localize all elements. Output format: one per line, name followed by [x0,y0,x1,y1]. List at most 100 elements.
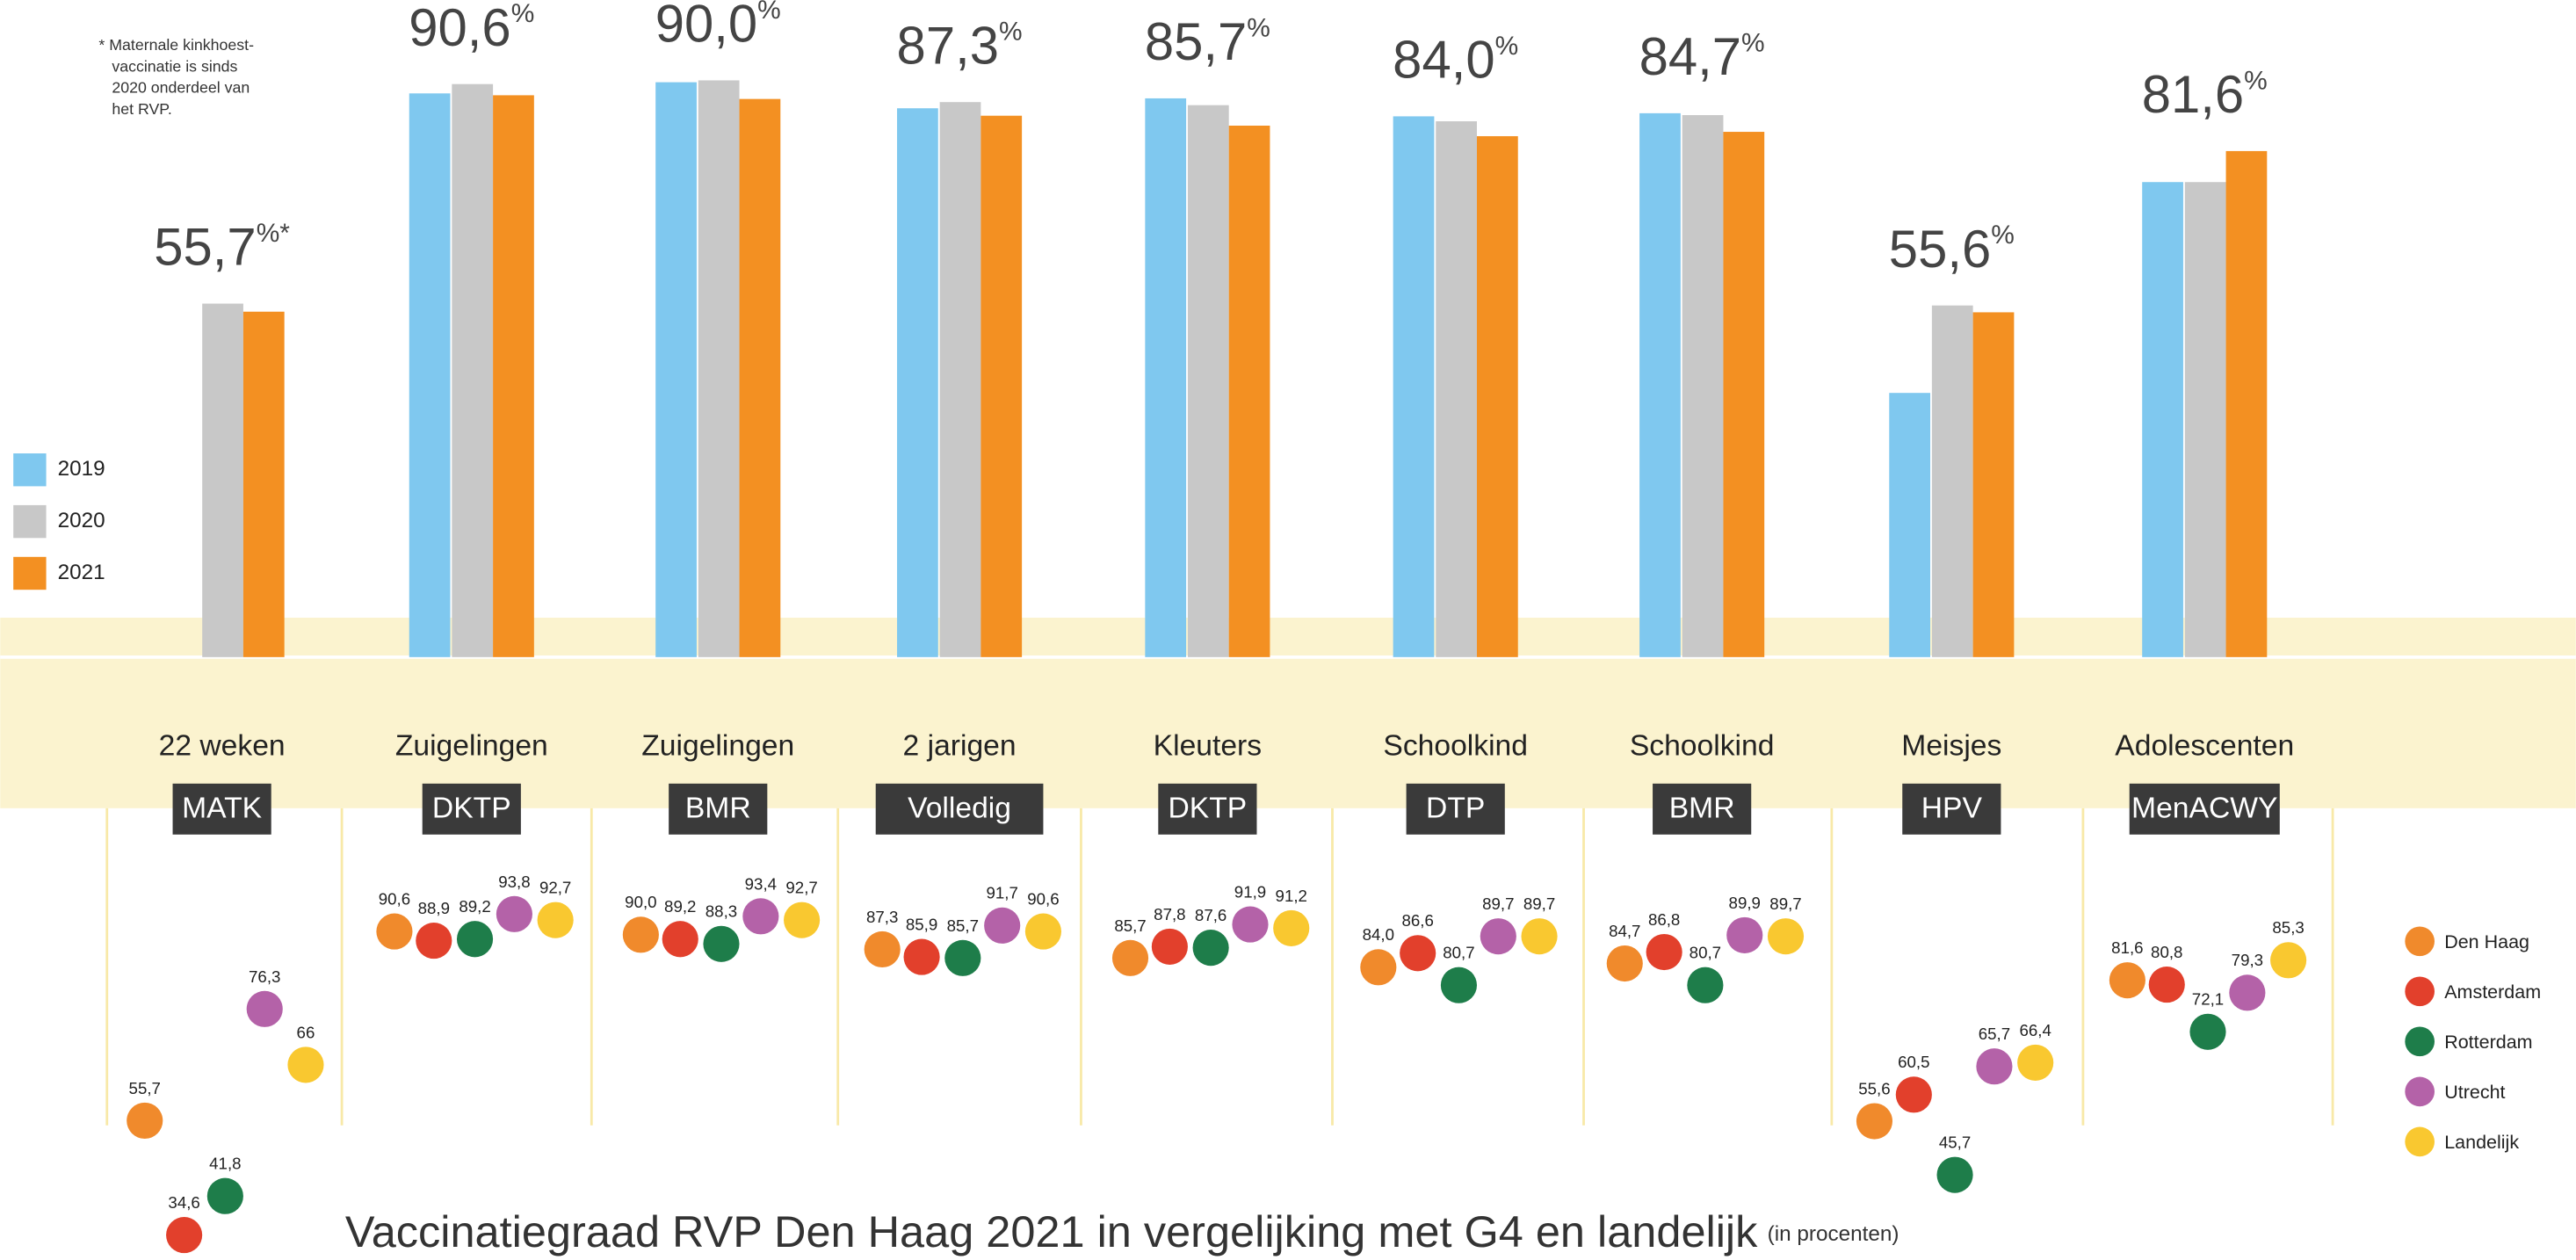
bar [1889,393,1930,657]
category-label: Schoolkind [1383,730,1528,763]
bar [409,93,451,657]
value-label-unit: % [1991,221,2015,250]
dot-label: 80,7 [1690,944,1721,962]
dot [247,991,283,1027]
dot [1112,940,1148,976]
dot [1896,1076,1932,1112]
bar [740,99,781,657]
bar [1145,98,1186,657]
vaccine-label: HPV [1921,793,1983,825]
dot-label: 92,7 [539,879,571,897]
dot [1400,935,1436,971]
legend-dot [2405,1027,2435,1057]
category-label: Adolescenten [2115,730,2294,763]
value-label-unit: % [2244,66,2268,95]
legend-label: Amsterdam [2444,981,2541,1003]
dot [1976,1048,2012,1084]
dot-label: 89,2 [459,897,490,916]
value-label-number: 84,0 [1393,30,1494,89]
vaccine-label: BMR [1669,793,1735,825]
dot-label: 55,7 [129,1079,161,1097]
dot [703,926,739,962]
value-label: 55,6% [1889,220,2015,279]
bar [493,95,534,656]
dot [623,916,659,952]
dot [1856,1103,1892,1139]
dot-label: 80,8 [2151,943,2182,961]
bar [897,108,938,657]
bar [243,312,285,657]
dot [1646,934,1682,970]
vaccine-label: DTP [1426,793,1485,825]
dot [1360,949,1396,985]
bar [940,102,981,657]
dot-label: 60,5 [1898,1053,1929,1071]
dot [904,939,940,975]
legend-label: Den Haag [2444,931,2529,952]
value-label-number: 87,3 [897,16,999,75]
value-label-unit: % [511,0,535,28]
dot-label: 88,3 [706,902,737,921]
bar [1188,105,1229,657]
value-label-number: 90,6 [409,0,510,57]
value-label: 85,7% [1145,12,1270,71]
dot-label: 34,6 [168,1193,199,1212]
bar [2185,182,2226,657]
bar [655,83,697,657]
legend-label: 2019 [58,457,105,481]
footnote-line: 2020 onderdeel van [112,79,250,97]
dot-label: 88,9 [418,899,450,917]
dot [496,896,532,932]
bar [698,80,740,656]
legend-label: Utrecht [2444,1082,2505,1103]
value-label: 90,6% [409,0,534,57]
dot [2189,1014,2225,1050]
dot-label: 92,7 [785,879,817,897]
value-label: 87,3% [897,16,1023,75]
dot-label: 87,8 [1154,905,1185,923]
category-label: Zuigelingen [641,730,794,763]
bar [1723,132,1764,657]
dot-label: 85,7 [1114,916,1146,935]
dot-label: 90,6 [1027,890,1059,909]
bar [1477,136,1518,657]
dot [944,940,980,976]
bar [1932,306,1973,657]
dot [2229,974,2265,1010]
dot [1607,945,1643,981]
legend-label: 2021 [58,561,105,584]
footnote-line: * Maternale kinkhoest- [98,36,254,54]
bar [202,304,243,657]
dot-label: 93,8 [498,873,530,891]
dot [1152,929,1188,965]
chart-title: Vaccinatiegraad RVP Den Haag 2021 in ver… [345,1206,1899,1256]
dot [1273,910,1309,946]
dot [127,1103,163,1139]
category-label: Zuigelingen [395,730,548,763]
vaccine-label: DKTP [432,793,511,825]
dot [1193,930,1229,966]
value-label-unit: % [1247,13,1270,42]
page: {"title": "Vaccinatiegraad RVP Den Haag … [0,0,2576,1260]
dot-label: 65,7 [1979,1025,2010,1043]
dot [1768,918,1804,954]
value-label-number: 85,7 [1145,12,1247,71]
legend-dot [2405,926,2435,956]
dot-label: 91,2 [1276,887,1307,905]
legend-dot [2405,976,2435,1006]
dot [1441,967,1477,1003]
dot [1232,907,1268,943]
dot [984,908,1020,944]
legend-swatch [13,557,46,590]
dot-label: 79,3 [2232,951,2263,969]
dot [538,902,574,938]
dot [784,902,820,938]
dot [166,1217,202,1253]
dot [207,1178,243,1214]
bar [1393,116,1435,656]
dot [662,921,698,957]
dot-label: 90,6 [379,890,410,909]
bar [1436,121,1477,657]
dot-label: 91,7 [986,884,1017,902]
value-label-number: 55,6 [1889,220,1991,279]
